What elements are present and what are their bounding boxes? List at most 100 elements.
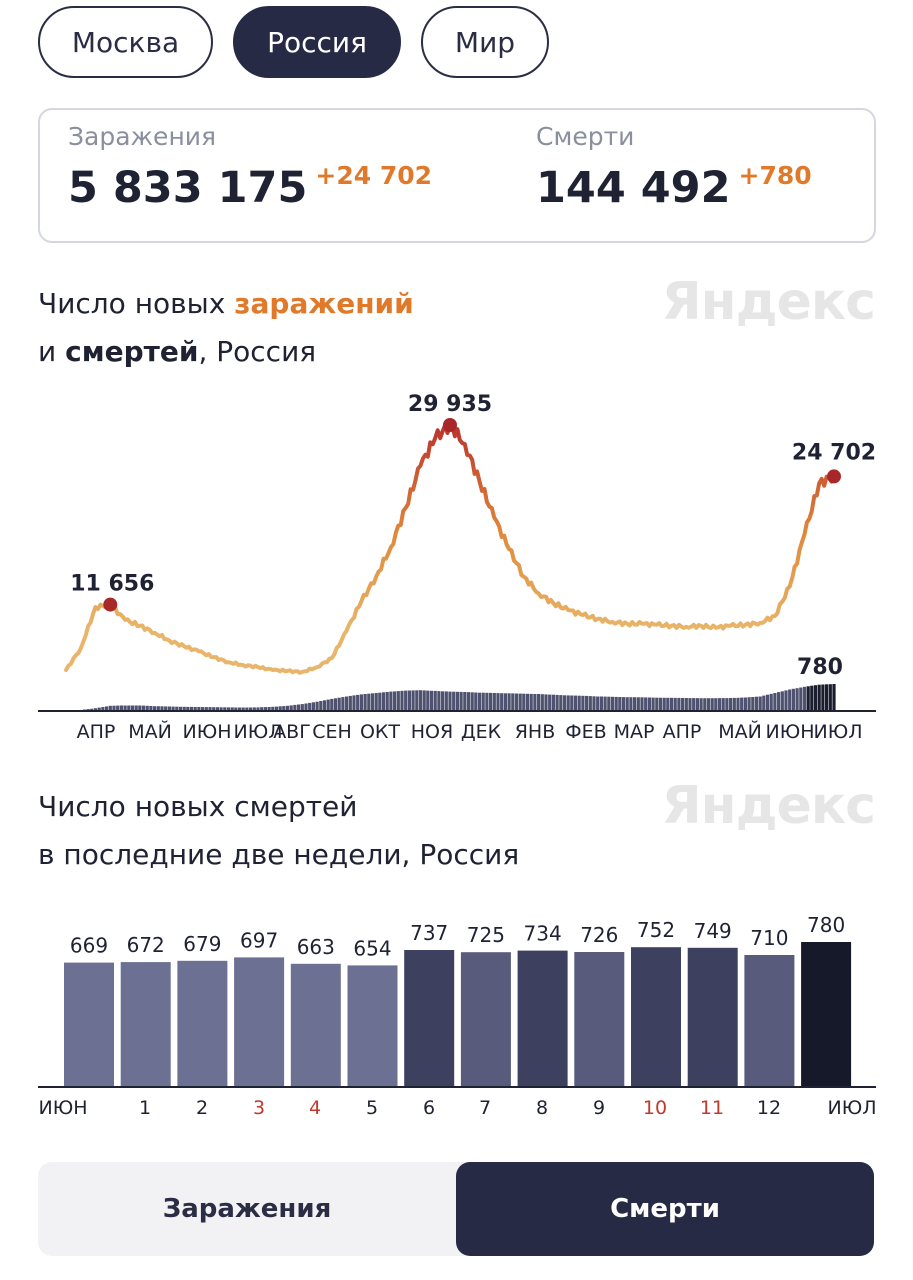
deaths-daily-bar [492,693,496,711]
deaths-daily-bar [729,698,733,711]
deaths-stat: Смерти 144 492 +780 [536,122,812,213]
deaths-daily-bar [773,693,777,711]
deaths-daily-bar [374,693,378,711]
toggle-deaths-button[interactable]: Смерти [456,1162,874,1256]
yandex-logo-1: Яндекс [661,272,876,332]
deaths-daily-bar [141,705,146,711]
deaths-daily-bar [330,698,334,711]
deaths-daily-bar [732,697,736,711]
deaths-daily-bar [138,705,142,711]
x-tick-label: АПР [663,721,702,743]
deaths-daily-bar [212,707,216,711]
deaths-daily-bar [503,693,507,711]
bar-tick-label: 8 [536,1097,548,1119]
deaths-daily-bar [655,697,659,711]
deaths-daily-bar [640,697,644,711]
deaths-daily-bar [112,705,116,711]
deaths-daily-bar [692,698,696,711]
deaths-daily-bar [108,705,112,711]
deaths-daily-bar [474,692,478,711]
deaths-daily-bar [529,693,533,711]
deaths-daily-bar [607,696,611,711]
bar-value-label: 679 [183,932,221,956]
deaths-bar [460,952,511,1087]
deaths-daily-bar [743,697,747,711]
toggle-infections-button[interactable]: Заражения [162,1194,332,1224]
deaths-daily-bar [175,706,179,711]
deaths-daily-bar [562,695,567,712]
deaths-daily-bar [105,706,109,711]
deaths-daily-bar [326,699,330,711]
deaths-daily-bar [573,695,578,711]
tab-moscow[interactable]: Москва [38,6,213,78]
deaths-daily-bar [614,696,618,711]
deaths-daily-bar [441,691,445,711]
deaths-daily-bar [274,706,279,711]
deaths-daily-bar [751,697,755,711]
deaths-daily-bar [754,696,759,711]
deaths-daily-bar [459,691,463,711]
deaths-daily-bar [596,696,600,711]
deaths-daily-bar [160,706,164,711]
deaths-daily-bar [252,707,256,711]
deaths-daily-bar [97,707,101,711]
bar-value-label: 663 [297,935,335,959]
deaths-daily-bar [367,693,371,711]
deaths-daily-bar [463,692,467,711]
peak-label: 29 935 [408,392,492,417]
deaths-label: Смерти [536,122,635,151]
deaths-daily-bar [418,690,423,711]
deaths-daily-bar [747,697,751,711]
bar-value-label: 737 [410,921,448,945]
deaths-daily-bar [511,693,515,711]
deaths-daily-bar [791,688,795,711]
deaths-bar [120,962,171,1087]
deaths-daily-bar [182,706,186,711]
peak-label: 24 702 [792,440,876,465]
deaths-daily-bar [219,707,223,711]
chart1-title-bold: смертей [65,335,199,368]
bar-tick-label: 5 [366,1097,378,1119]
deaths-daily-bar [714,698,718,711]
deaths-daily-bar [333,698,338,711]
deaths-value: 144 492 [536,163,731,213]
deaths-bar [64,962,114,1087]
deaths-daily-bar [101,707,105,711]
bar-value-label: 749 [694,919,732,943]
tab-russia[interactable]: Россия [233,6,401,78]
deaths-daily-bar [688,698,692,711]
deaths-daily-bar [363,694,367,711]
deaths-daily-bar [706,698,711,711]
deaths-daily-bar [433,690,437,711]
deaths-bar [801,942,852,1087]
deaths-daily-bar [426,690,430,711]
deaths-daily-bar [385,692,389,711]
deaths-daily-bar [411,690,415,711]
deaths-daily-bar [673,697,677,711]
bar-tick-label: 6 [423,1097,435,1119]
deaths-daily-bar [300,704,304,711]
x-tick-label: ИЮН [182,721,231,743]
tab-world[interactable]: Мир [421,6,549,78]
deaths-daily-bar [171,706,175,711]
deaths-daily-bar [740,697,744,711]
deaths-daily-bar [245,707,249,711]
deaths-bar [234,957,285,1087]
bar-tick-label: 7 [479,1097,491,1119]
deaths-daily-bar [625,697,629,711]
peak-marker [103,597,118,612]
deaths-daily-bar [90,708,94,711]
deaths-daily-bar [813,685,818,711]
deaths-daily-bar [784,690,788,711]
deaths-daily-bar [337,697,341,711]
deaths-daily-bar [341,697,345,711]
deaths-daily-bar [123,705,127,711]
bar-tick-label: 10 [643,1097,667,1119]
x-tick-label: МАЙ [718,720,762,743]
deaths-daily-bar [186,706,190,711]
deaths-daily-bar [725,698,729,711]
deaths-daily-bar [618,697,622,711]
deaths-daily-bar [695,698,699,711]
bar-tick-label: 9 [593,1097,605,1119]
